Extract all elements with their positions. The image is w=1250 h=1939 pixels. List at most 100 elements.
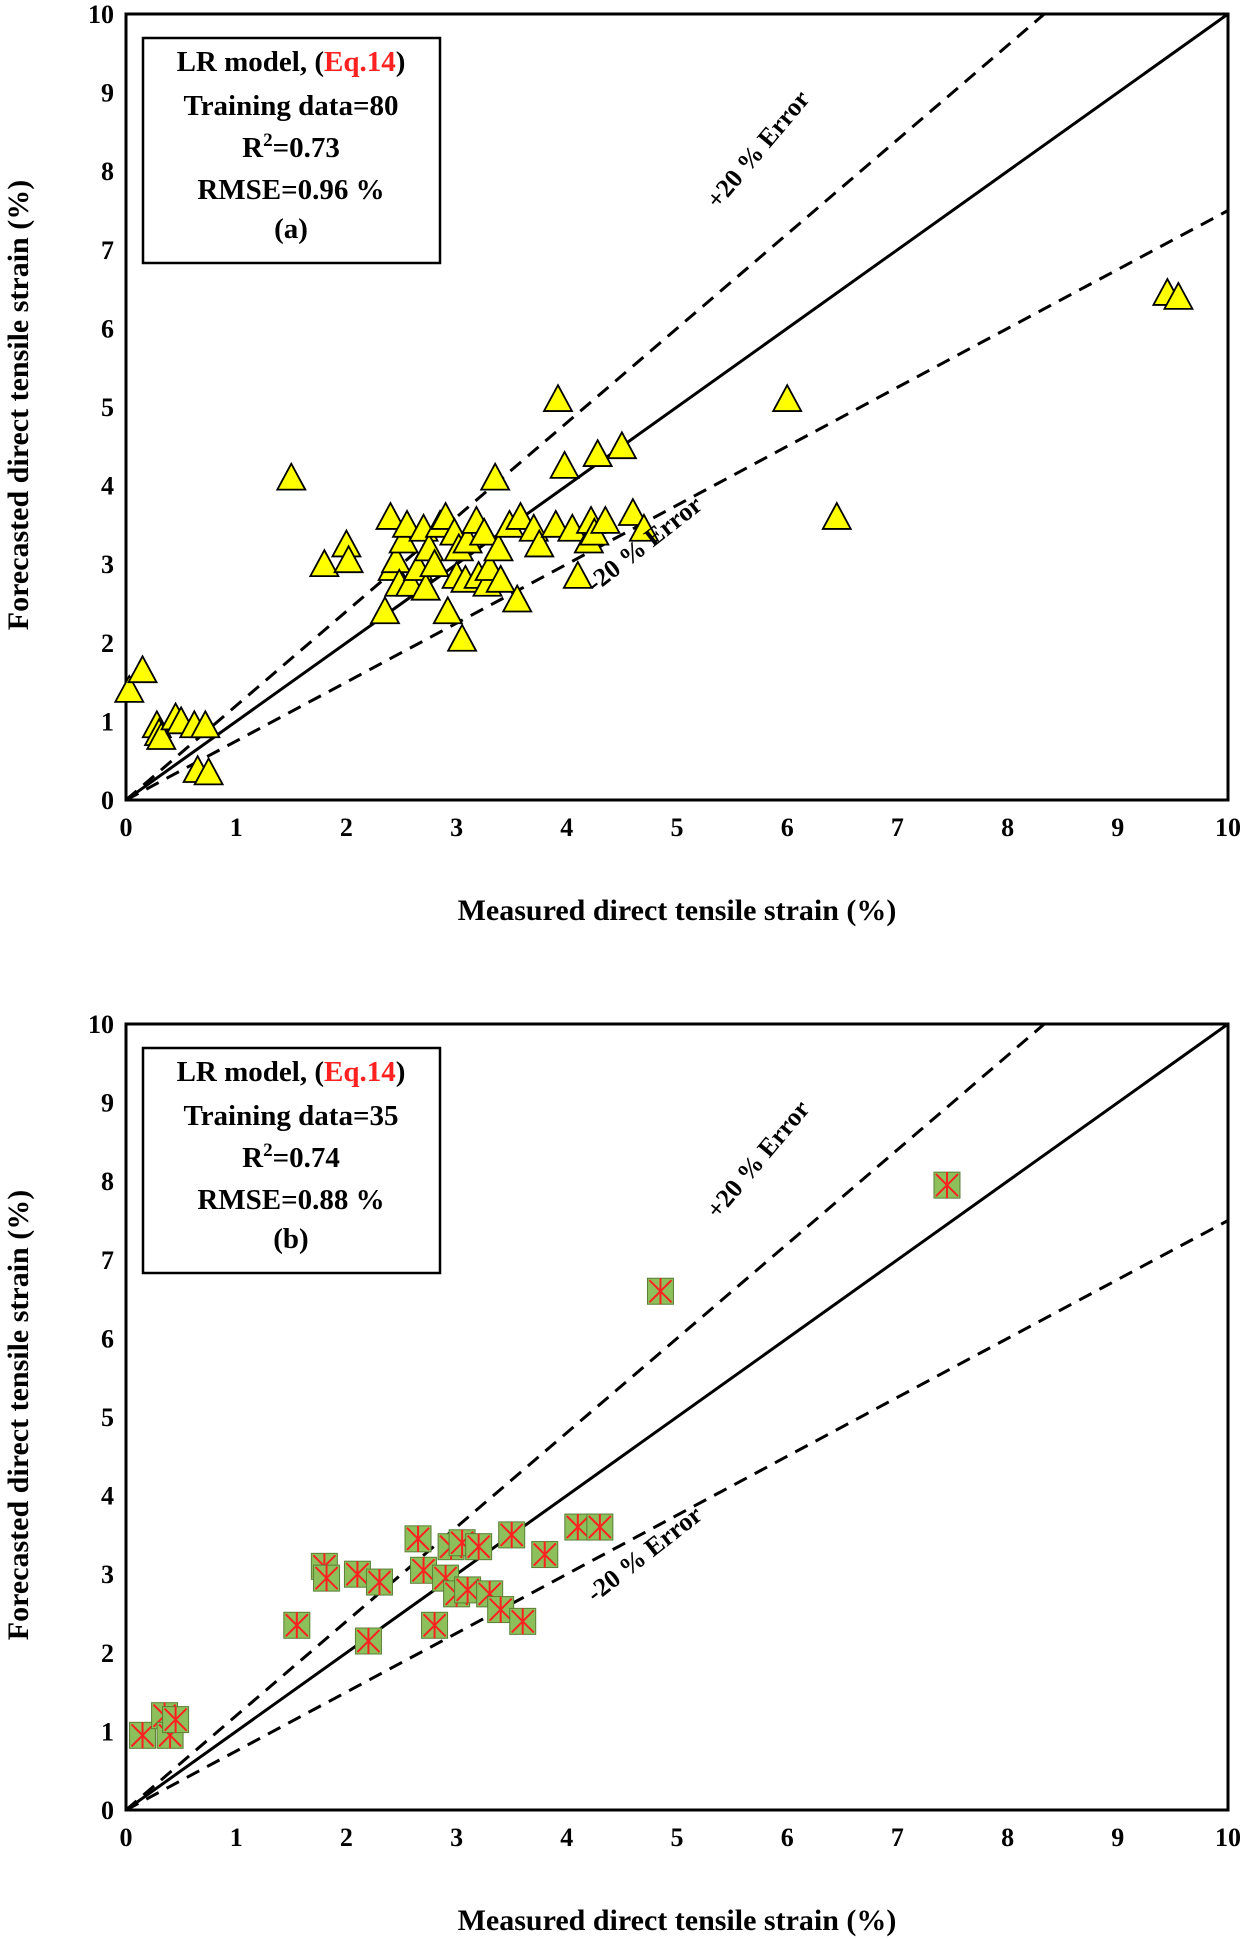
y-tick-label: 8 (101, 157, 114, 186)
y-tick-label: 9 (101, 79, 114, 108)
y-axis-title-b: Forecasted direct tensile strain (%) (2, 1190, 35, 1640)
x-tick-label: 6 (781, 1823, 794, 1852)
y-tick-label: 9 (101, 1089, 114, 1118)
line-plus-20-error (126, 14, 1046, 800)
y-tick-label: 3 (101, 550, 114, 579)
data-point (540, 509, 572, 538)
data-point (365, 1568, 393, 1596)
x-axis-title-a: Measured direct tensile strain (%) (458, 894, 897, 927)
info-box-frame-a (141, 36, 442, 265)
data-point (646, 1277, 674, 1305)
data-point (542, 383, 574, 412)
x-tick-label: 7 (891, 813, 904, 842)
data-points-b (129, 1171, 961, 1749)
rmse-label-a: RMSE=0.96 % (197, 174, 384, 206)
data-point (582, 438, 614, 467)
y-tick-label: 7 (101, 1246, 114, 1275)
data-point (275, 461, 307, 491)
data-point (421, 1611, 449, 1639)
data-point (589, 505, 621, 534)
y-tick-label: 0 (101, 1796, 114, 1825)
y-tick-label: 8 (101, 1167, 114, 1196)
x-tick-label: 8 (1001, 813, 1014, 842)
data-point (343, 1560, 371, 1588)
data-point (501, 583, 533, 613)
data-point (1162, 281, 1194, 310)
data-point (468, 516, 500, 546)
x-tick-label: 10 (1215, 813, 1241, 842)
y-tick-label: 6 (101, 314, 114, 343)
x-tick-label: 5 (671, 813, 684, 842)
y-axis-title-a: Forecasted direct tensile strain (%) (2, 180, 35, 630)
line-plus-20-error (126, 1024, 1046, 1810)
line-one-to-one (126, 14, 1228, 800)
x-tick-label: 3 (450, 1823, 463, 1852)
info-box-a: LR model, (Eq.14) Training data=80 R2=0.… (141, 36, 442, 265)
info-box-frame-b (141, 1046, 442, 1275)
y-tick-labels-a: 0 1 2 3 4 5 6 7 8 9 10 (88, 0, 114, 815)
y-tick-label: 2 (101, 629, 114, 658)
data-point (509, 1607, 537, 1635)
y-tick-label: 5 (101, 1403, 114, 1432)
data-point (933, 1171, 961, 1199)
x-tick-label: 9 (1111, 1823, 1124, 1852)
data-point (821, 501, 853, 530)
data-point (391, 509, 423, 538)
y-tick-label: 1 (101, 707, 114, 736)
data-point (113, 674, 145, 703)
data-point (586, 1513, 614, 1541)
y-tick-label: 2 (101, 1639, 114, 1668)
data-point (606, 430, 638, 460)
x-tick-label: 7 (891, 1823, 904, 1852)
data-point (189, 709, 221, 739)
data-point (485, 564, 517, 593)
info-box-b: LR model, (Eq.14) Training data=35 R2=0.… (141, 1046, 442, 1275)
y-tick-label: 4 (101, 1482, 114, 1511)
line-one-to-one (126, 1024, 1228, 1810)
data-point (617, 497, 649, 526)
y-tick-label: 10 (88, 0, 114, 29)
panel-label-a: (a) (274, 213, 308, 245)
panel-label-b: (b) (273, 1223, 308, 1255)
x-tick-labels-b: 0 1 2 3 4 5 6 7 8 9 10 (120, 1823, 1242, 1852)
x-tick-label: 10 (1215, 1823, 1241, 1852)
data-point (404, 1525, 432, 1553)
data-point (523, 528, 555, 558)
x-tick-label: 1 (230, 813, 243, 842)
data-point (127, 654, 159, 684)
x-tick-label: 3 (450, 813, 463, 842)
reference-lines-b (126, 1024, 1228, 1810)
data-point (354, 1627, 382, 1655)
x-tick-label: 9 (1111, 813, 1124, 842)
x-tick-label: 6 (781, 813, 794, 842)
x-tick-label: 4 (560, 1823, 573, 1852)
data-point (505, 501, 537, 530)
data-point (380, 544, 412, 574)
data-point (465, 1533, 493, 1561)
y-tick-label: 4 (101, 472, 114, 501)
model-label-b: LR model, (Eq.14) (177, 1056, 406, 1088)
data-point (771, 383, 803, 412)
data-point (432, 595, 464, 625)
data-point (562, 560, 594, 589)
line-minus-20-error (126, 1219, 1228, 1810)
data-point (446, 622, 478, 652)
data-point (283, 1611, 311, 1639)
data-point (531, 1541, 559, 1569)
data-point (374, 501, 406, 530)
y-tick-label: 10 (88, 1010, 114, 1039)
x-tick-label: 0 (120, 813, 133, 842)
data-point (145, 721, 177, 750)
y-tick-label: 5 (101, 393, 114, 422)
data-point (628, 512, 660, 542)
x-tick-label: 1 (230, 1823, 243, 1852)
training-data-label-a: Training data=80 (184, 90, 399, 122)
data-point (479, 461, 511, 491)
data-point (410, 571, 442, 601)
reference-lines-a (126, 14, 1228, 800)
data-point (162, 1706, 190, 1734)
data-point (333, 544, 365, 574)
